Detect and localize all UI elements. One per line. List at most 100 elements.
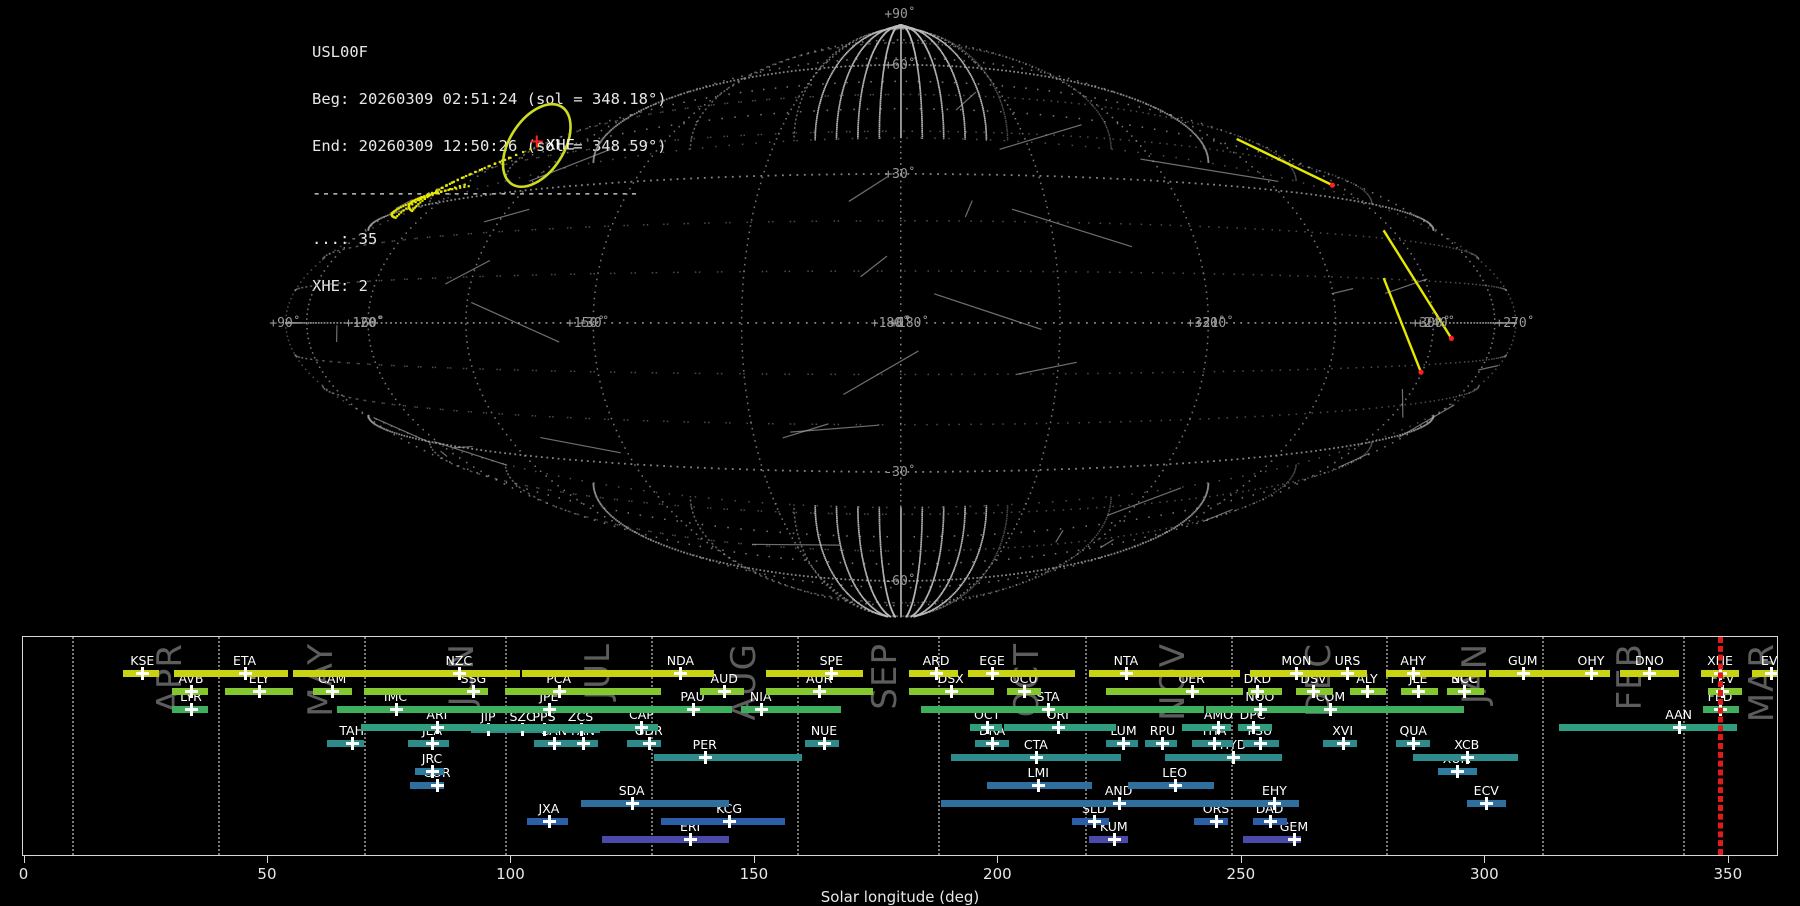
- sky-map-canvas[interactable]: XHE +180˚+150˚+120˚+90˚+60˚+30˚+0˚+330˚+…: [0, 0, 1800, 620]
- shower-peak-marker[interactable]: [1030, 751, 1043, 764]
- shower-activity-bar[interactable]: [766, 670, 863, 677]
- shower-peak-marker[interactable]: [1251, 685, 1264, 698]
- timeline-plot[interactable]: APRMAYJUNJULAUGSEPOCTNOVDECJANFEBMARERIK…: [23, 637, 1777, 855]
- shower-activity-bar[interactable]: [293, 670, 519, 677]
- shower-peak-marker[interactable]: [1585, 667, 1598, 680]
- shower-peak-marker[interactable]: [1268, 797, 1281, 810]
- shower-peak-marker[interactable]: [986, 667, 999, 680]
- shower-peak-marker[interactable]: [1042, 703, 1055, 716]
- shower-peak-marker[interactable]: [723, 815, 736, 828]
- shower-peak-marker[interactable]: [674, 667, 687, 680]
- shower-activity-bar[interactable]: [968, 670, 1075, 677]
- shower-peak-marker[interactable]: [453, 667, 466, 680]
- shower-peak-marker[interactable]: [1108, 833, 1121, 846]
- shower-peak-marker[interactable]: [548, 737, 561, 750]
- shower-peak-marker[interactable]: [1461, 751, 1474, 764]
- shower-peak-marker[interactable]: [635, 721, 648, 734]
- shower-peak-marker[interactable]: [1407, 667, 1420, 680]
- shower-activity-bar[interactable]: [1089, 670, 1240, 677]
- shower-peak-marker[interactable]: [1480, 797, 1493, 810]
- shower-peak-marker[interactable]: [1324, 703, 1337, 716]
- shower-activity-bar[interactable]: [505, 706, 636, 713]
- shower-peak-marker[interactable]: [1407, 737, 1420, 750]
- shower-peak-marker[interactable]: [553, 685, 566, 698]
- shower-peak-marker[interactable]: [684, 833, 697, 846]
- shower-peak-marker[interactable]: [239, 667, 252, 680]
- shower-peak-marker[interactable]: [945, 685, 958, 698]
- shower-peak-marker[interactable]: [1210, 815, 1223, 828]
- shower-peak-marker[interactable]: [390, 703, 403, 716]
- shower-peak-marker[interactable]: [1208, 737, 1221, 750]
- shower-peak-marker[interactable]: [577, 737, 590, 750]
- shower-peak-marker[interactable]: [1765, 667, 1777, 680]
- shower-peak-marker[interactable]: [1254, 737, 1267, 750]
- shower-activity-timeline[interactable]: APRMAYJUNJULAUGSEPOCTNOVDECJANFEBMARERIK…: [0, 626, 1800, 900]
- shower-peak-marker[interactable]: [1247, 721, 1260, 734]
- shower-peak-marker[interactable]: [1120, 667, 1133, 680]
- shower-activity-bar[interactable]: [1386, 670, 1486, 677]
- shower-peak-marker[interactable]: [626, 797, 639, 810]
- shower-peak-marker[interactable]: [1032, 779, 1045, 792]
- shower-peak-marker[interactable]: [930, 667, 943, 680]
- shower-peak-marker[interactable]: [1341, 667, 1354, 680]
- shower-peak-marker[interactable]: [818, 737, 831, 750]
- shower-peak-marker[interactable]: [1361, 685, 1374, 698]
- shower-activity-bar[interactable]: [1489, 670, 1574, 677]
- shower-peak-marker[interactable]: [1117, 737, 1130, 750]
- shower-peak-marker[interactable]: [1337, 737, 1350, 750]
- shower-activity-bar[interactable]: [602, 836, 729, 843]
- shower-activity-bar[interactable]: [941, 800, 1265, 807]
- shower-peak-marker[interactable]: [1264, 815, 1277, 828]
- shower-peak-marker[interactable]: [467, 685, 480, 698]
- sky-map[interactable]: XHE +180˚+150˚+120˚+90˚+60˚+30˚+0˚+330˚+…: [0, 0, 1800, 620]
- shower-peak-marker[interactable]: [643, 737, 656, 750]
- shower-peak-marker[interactable]: [346, 737, 359, 750]
- shower-peak-marker[interactable]: [1290, 667, 1303, 680]
- shower-peak-marker[interactable]: [986, 737, 999, 750]
- shower-peak-marker[interactable]: [426, 765, 439, 778]
- shower-peak-marker[interactable]: [1288, 833, 1301, 846]
- shower-peak-marker[interactable]: [687, 703, 700, 716]
- shower-activity-bar[interactable]: [337, 706, 505, 713]
- shower-peak-marker[interactable]: [1254, 703, 1267, 716]
- shower-activity-bar[interactable]: [921, 706, 1203, 713]
- shower-peak-marker[interactable]: [1643, 667, 1656, 680]
- shower-activity-bar[interactable]: [1106, 688, 1242, 695]
- shower-peak-marker[interactable]: [543, 703, 556, 716]
- shower-peak-marker[interactable]: [1458, 685, 1471, 698]
- shower-peak-marker[interactable]: [1517, 667, 1530, 680]
- shower-peak-marker[interactable]: [185, 685, 198, 698]
- shower-peak-marker[interactable]: [1673, 721, 1686, 734]
- shower-peak-marker[interactable]: [1169, 779, 1182, 792]
- shower-activity-bar[interactable]: [1165, 754, 1282, 761]
- shower-peak-marker[interactable]: [1212, 721, 1225, 734]
- shower-peak-marker[interactable]: [1156, 737, 1169, 750]
- shower-peak-marker[interactable]: [431, 779, 444, 792]
- shower-peak-marker[interactable]: [1412, 685, 1425, 698]
- shower-peak-marker[interactable]: [1018, 685, 1031, 698]
- shower-peak-marker[interactable]: [1451, 765, 1464, 778]
- shower-peak-marker[interactable]: [426, 737, 439, 750]
- shower-peak-marker[interactable]: [718, 685, 731, 698]
- shower-peak-marker[interactable]: [755, 703, 768, 716]
- shower-peak-marker[interactable]: [825, 667, 838, 680]
- shower-peak-marker[interactable]: [136, 667, 149, 680]
- shower-peak-marker[interactable]: [1113, 797, 1126, 810]
- shower-peak-marker[interactable]: [253, 685, 266, 698]
- shower-peak-marker[interactable]: [981, 721, 994, 734]
- shower-peak-marker[interactable]: [185, 703, 198, 716]
- shower-peak-marker[interactable]: [1088, 815, 1101, 828]
- shower-activity-bar[interactable]: [505, 688, 661, 695]
- shower-activity-bar[interactable]: [654, 754, 803, 761]
- shower-peak-marker[interactable]: [543, 815, 556, 828]
- shower-peak-marker[interactable]: [431, 721, 444, 734]
- shower-activity-bar[interactable]: [637, 706, 732, 713]
- shower-peak-marker[interactable]: [699, 751, 712, 764]
- shower-activity-bar[interactable]: [1559, 724, 1737, 731]
- shower-peak-marker[interactable]: [1227, 751, 1240, 764]
- shower-peak-marker[interactable]: [813, 685, 826, 698]
- shower-activity-bar[interactable]: [174, 670, 288, 677]
- shower-peak-marker[interactable]: [326, 685, 339, 698]
- shower-peak-marker[interactable]: [1052, 721, 1065, 734]
- shower-activity-bar[interactable]: [361, 724, 568, 731]
